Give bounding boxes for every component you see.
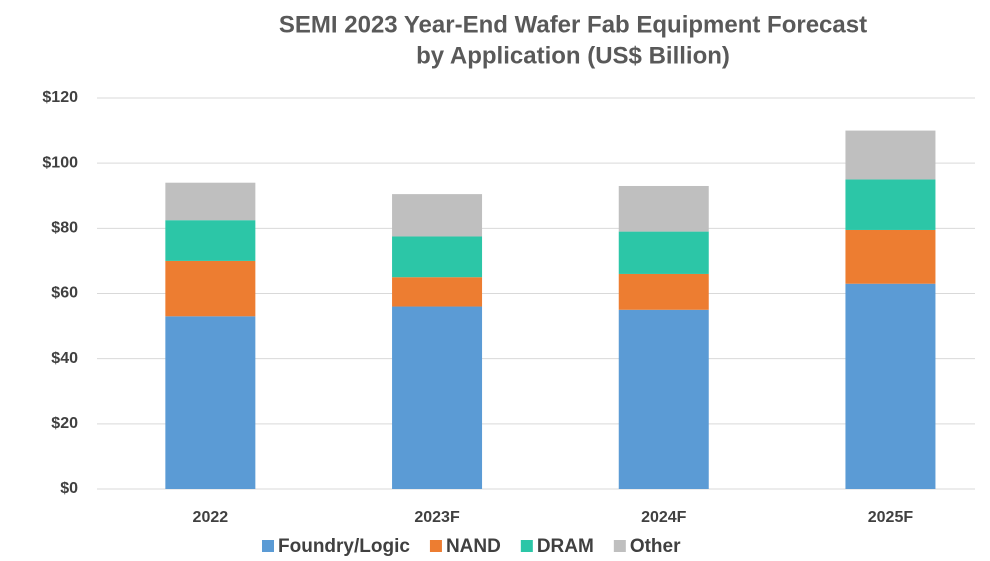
x-tick-label: 2024F [641, 509, 687, 526]
legend-swatch [429, 540, 442, 552]
bar-segment [618, 273, 709, 310]
bar-segment [845, 229, 936, 284]
bar-segment [618, 185, 709, 232]
y-tick-label: $100 [42, 154, 78, 171]
legend-swatch [613, 540, 626, 552]
bar-segment [165, 182, 256, 221]
y-tick-label: $0 [60, 480, 78, 497]
legend-label: Other [630, 536, 681, 557]
legend-label: DRAM [537, 536, 594, 557]
legend-swatch [262, 540, 274, 552]
legend-swatch [520, 540, 533, 552]
bar-segment [845, 130, 936, 180]
legend-label: Foundry/Logic [278, 536, 410, 557]
y-tick-label: $80 [51, 220, 78, 237]
x-tick-label: 2025F [868, 509, 914, 526]
bar-segment [392, 277, 483, 307]
bar-segment [845, 179, 936, 230]
chart-title: SEMI 2023 Year-End Wafer Fab Equipment F… [279, 11, 867, 38]
bar-segment [165, 316, 256, 489]
y-tick-label: $40 [51, 350, 78, 367]
x-tick-label: 2023F [414, 509, 460, 526]
bar-segment [392, 306, 483, 489]
y-tick-label: $120 [42, 89, 78, 106]
bar-segment [618, 231, 709, 274]
bar-segment [392, 194, 483, 237]
bar-segment [618, 309, 709, 489]
chart-title: by Application (US$ Billion) [416, 42, 730, 69]
bar-segment [392, 236, 483, 278]
y-tick-label: $20 [51, 415, 78, 432]
y-tick-label: $60 [51, 285, 78, 302]
x-tick-label: 2022 [193, 509, 229, 526]
bar-segment [165, 260, 256, 317]
bar-segment [165, 220, 256, 261]
bar-segment [845, 283, 936, 489]
legend-label: NAND [446, 536, 501, 557]
